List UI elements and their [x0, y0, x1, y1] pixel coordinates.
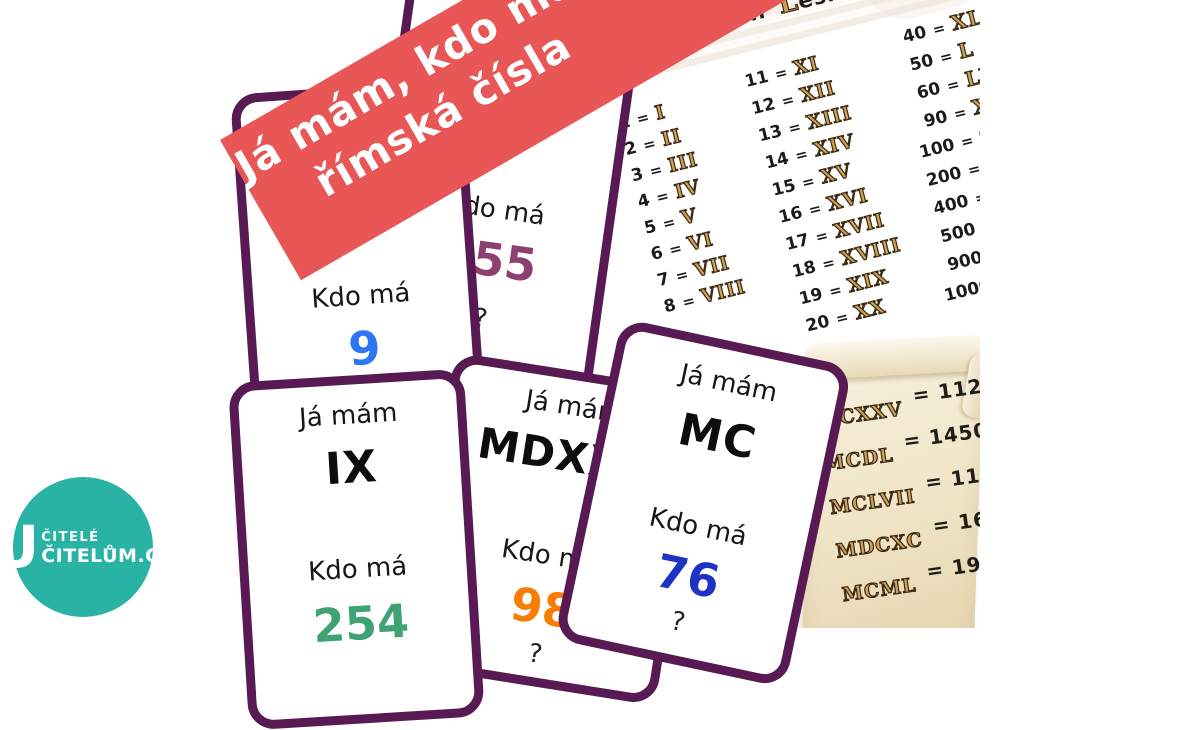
card-kdo-ma-label: Kdo má	[307, 551, 408, 588]
logo-word-bottom: ČITELŮM.CZ	[41, 545, 174, 568]
reference-column-teens: 11 =XI 12 =XII 13 =XIII 14 =XIV 15 =XV 16 =XVI…	[736, 41, 918, 341]
logo-text: U ČITELÉ ČITELŮM.CZ	[0, 518, 174, 576]
ucitele-ucitelum-logo: U ČITELÉ ČITELŮM.CZ	[0, 477, 173, 617]
card-kdo-ma-label: Kdo má	[310, 277, 412, 315]
card-number-value: 254	[311, 593, 411, 654]
logo-word-top: ČITELÉ	[41, 530, 100, 546]
logo-initial: U	[0, 513, 40, 581]
parchment-row: MDCXC= 1690	[834, 502, 980, 563]
card-roman-value: IX	[323, 441, 380, 496]
card-ja-mam-label: Já mám	[298, 397, 399, 434]
parchment-row: MCML= 1950	[840, 547, 980, 607]
game-card-ix: Já mám IX Kdo má 254	[228, 368, 485, 730]
